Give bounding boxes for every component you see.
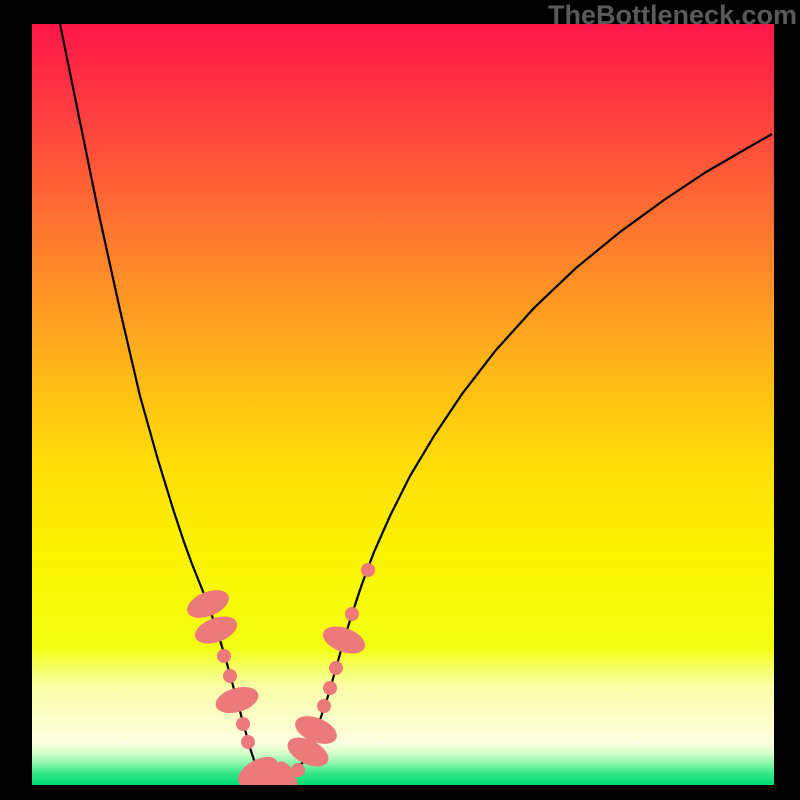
data-marker: [217, 649, 231, 663]
data-marker: [317, 699, 331, 713]
data-marker: [223, 669, 237, 683]
data-marker: [345, 607, 359, 621]
data-marker: [361, 563, 375, 577]
data-marker: [236, 717, 250, 731]
data-marker: [241, 735, 255, 749]
data-marker: [323, 681, 337, 695]
data-marker: [291, 763, 305, 777]
data-marker: [329, 661, 343, 675]
watermark-text: TheBottleneck.com: [548, 0, 797, 31]
bottleneck-chart: [0, 0, 800, 800]
